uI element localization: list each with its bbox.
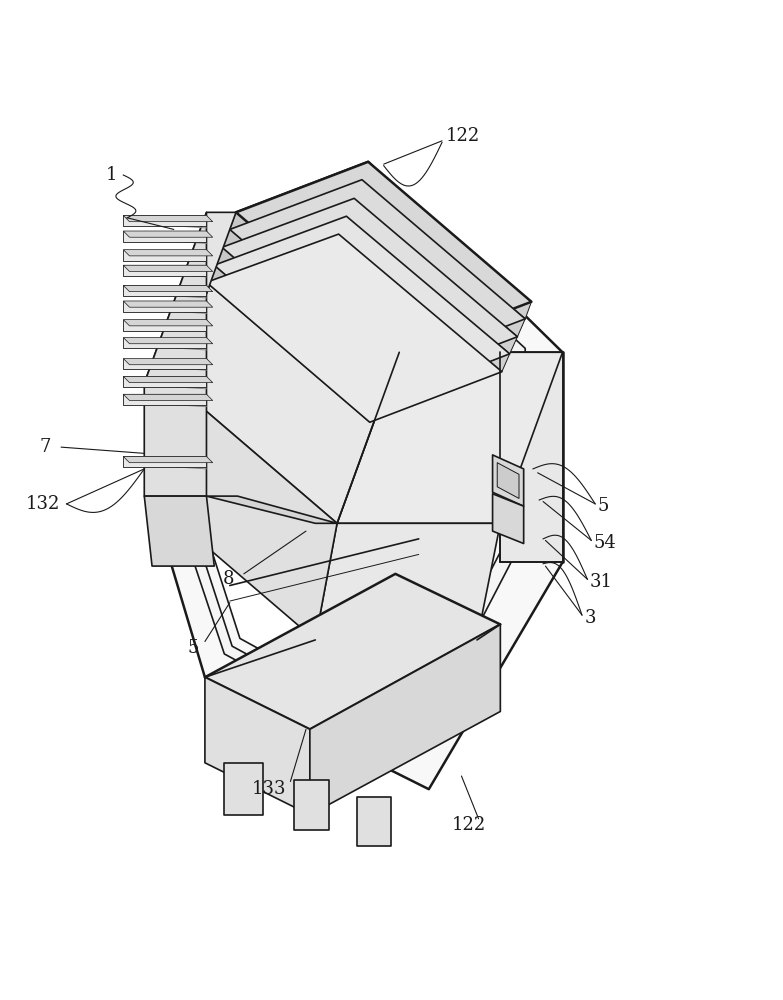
Polygon shape — [152, 162, 562, 789]
Polygon shape — [123, 320, 213, 326]
Polygon shape — [123, 359, 207, 369]
Polygon shape — [222, 198, 518, 387]
Text: 7: 7 — [40, 438, 51, 456]
Polygon shape — [229, 212, 399, 369]
Polygon shape — [123, 376, 213, 383]
Polygon shape — [144, 496, 215, 566]
Text: 5: 5 — [597, 497, 609, 515]
Text: 31: 31 — [590, 573, 613, 591]
Polygon shape — [123, 338, 207, 348]
Polygon shape — [123, 320, 207, 331]
Polygon shape — [123, 456, 213, 463]
Polygon shape — [215, 247, 385, 405]
Polygon shape — [123, 338, 213, 344]
Polygon shape — [123, 250, 213, 256]
Text: 133: 133 — [251, 780, 286, 798]
Text: 122: 122 — [452, 816, 486, 834]
Polygon shape — [500, 352, 562, 562]
Text: 3: 3 — [584, 609, 596, 627]
Polygon shape — [170, 232, 525, 755]
Polygon shape — [205, 677, 310, 815]
Polygon shape — [338, 216, 510, 372]
Text: 122: 122 — [446, 127, 480, 145]
Text: 8: 8 — [222, 570, 234, 588]
Polygon shape — [123, 376, 207, 387]
Polygon shape — [337, 352, 562, 523]
Polygon shape — [123, 394, 213, 400]
Polygon shape — [123, 231, 207, 242]
Polygon shape — [189, 261, 499, 724]
Polygon shape — [356, 797, 392, 846]
Polygon shape — [144, 212, 236, 383]
Polygon shape — [362, 162, 532, 319]
Polygon shape — [174, 212, 399, 523]
Polygon shape — [207, 234, 502, 422]
Polygon shape — [493, 494, 524, 544]
Polygon shape — [236, 162, 532, 352]
Polygon shape — [123, 285, 207, 296]
Polygon shape — [123, 231, 213, 237]
Polygon shape — [123, 265, 207, 276]
Polygon shape — [123, 359, 213, 365]
Polygon shape — [123, 456, 207, 467]
Polygon shape — [207, 265, 377, 422]
Text: 54: 54 — [594, 534, 616, 552]
Polygon shape — [180, 247, 512, 739]
Text: 1: 1 — [106, 166, 117, 184]
Polygon shape — [123, 285, 213, 292]
Polygon shape — [205, 574, 500, 729]
Text: 5: 5 — [188, 639, 199, 657]
Polygon shape — [123, 394, 207, 405]
Polygon shape — [144, 212, 207, 496]
Polygon shape — [316, 523, 500, 640]
Polygon shape — [225, 763, 263, 815]
Polygon shape — [497, 463, 519, 498]
Polygon shape — [123, 301, 213, 307]
Polygon shape — [310, 624, 500, 815]
Polygon shape — [346, 198, 518, 354]
Polygon shape — [123, 215, 207, 226]
Polygon shape — [229, 180, 525, 369]
Polygon shape — [294, 780, 330, 830]
Polygon shape — [123, 250, 207, 261]
Polygon shape — [354, 180, 525, 337]
Text: 132: 132 — [26, 495, 60, 513]
Polygon shape — [222, 229, 393, 387]
Polygon shape — [152, 383, 337, 640]
Polygon shape — [207, 496, 337, 523]
Polygon shape — [123, 265, 213, 271]
Polygon shape — [123, 301, 207, 312]
Polygon shape — [493, 455, 524, 506]
Polygon shape — [215, 216, 510, 405]
Polygon shape — [123, 215, 213, 222]
